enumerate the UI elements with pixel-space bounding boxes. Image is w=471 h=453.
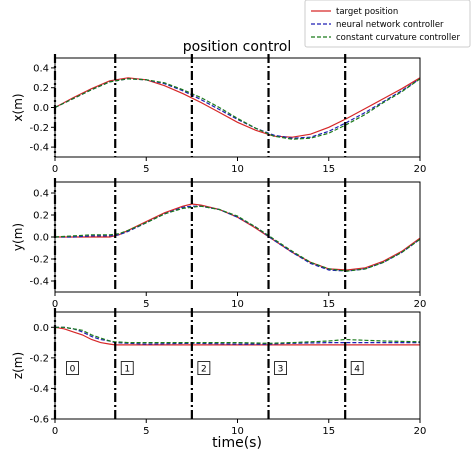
x-tick-label: 5 bbox=[143, 299, 149, 310]
y-tick-label: 0.2 bbox=[33, 83, 49, 94]
legend-label-2: neural network controller bbox=[336, 20, 444, 30]
y-tick-label: 0.4 bbox=[33, 189, 49, 200]
x-tick-label: 0 bbox=[52, 426, 58, 437]
legend-label-1: target position bbox=[336, 7, 398, 17]
series-line-3 bbox=[54, 205, 421, 272]
panel-xm: 0.4 0.2 0.0 -0.2 -0.40 5 10 15 20 x(m) bbox=[11, 54, 426, 175]
segment-marker-box bbox=[350, 361, 364, 375]
y-tick-label: -0.6 bbox=[29, 415, 49, 426]
panel-zm: 0.0-0.2-0.4-0.60 5 10 15 20z(m) bbox=[11, 308, 426, 437]
y-tick-label: -0.4 bbox=[29, 277, 49, 288]
y-axis-label: x(m) bbox=[11, 93, 25, 121]
y-tick-label: -0.2 bbox=[29, 123, 49, 134]
x-tick-label: 10 bbox=[231, 164, 244, 175]
x-tick-label: 15 bbox=[322, 426, 335, 437]
x-tick-label: 0 bbox=[52, 164, 58, 175]
x-tick-label: 5 bbox=[143, 426, 149, 437]
x-tick-label: 20 bbox=[414, 299, 427, 310]
x-tick-label: 20 bbox=[414, 426, 427, 437]
y-tick-label: -0.4 bbox=[29, 384, 49, 395]
segment-marker-box bbox=[274, 361, 287, 375]
y-tick-label: 0.0 bbox=[33, 103, 49, 114]
y-axis-label: y(m) bbox=[11, 223, 25, 251]
series-line-2 bbox=[55, 326, 420, 345]
x-tick-label: 15 bbox=[322, 164, 335, 175]
y-tick-label: 0.0 bbox=[33, 323, 49, 334]
segment-marker-label: 0 bbox=[70, 365, 76, 375]
segment-marker-box bbox=[66, 361, 79, 375]
chart-title: position control bbox=[183, 39, 291, 55]
series-line-3 bbox=[54, 78, 421, 140]
series-line-1 bbox=[55, 203, 421, 271]
x-tick-label: 10 bbox=[231, 426, 244, 437]
x-tick-label: 15 bbox=[322, 299, 335, 310]
axes-frame bbox=[54, 311, 421, 420]
x-axis-label: time(s) bbox=[212, 435, 262, 451]
y-tick-label: -0.2 bbox=[29, 353, 49, 364]
x-tick-label: 0 bbox=[52, 299, 58, 310]
legend-box bbox=[304, 0, 471, 48]
segment-marker-label: 1 bbox=[124, 365, 130, 375]
legend-items: target position neural network controller… bbox=[311, 7, 460, 43]
y-axis-label: z(m) bbox=[11, 352, 25, 379]
segment-marker-label: 4 bbox=[354, 365, 360, 375]
y-tick-label: -0.2 bbox=[29, 255, 49, 266]
axes-frame bbox=[54, 57, 421, 158]
segment-marker-box bbox=[197, 361, 211, 375]
legend-label-3: constant curvature controller bbox=[336, 33, 460, 43]
y-tick-label: -0.4 bbox=[29, 143, 49, 154]
x-tick-label: 10 bbox=[231, 299, 244, 310]
panel-ym: 0.4 0.2 0.0 -0.2 -0.40 5 10 15 20 y(m) bbox=[11, 178, 426, 310]
y-tick-label: 0.2 bbox=[33, 211, 49, 222]
legend: target position neural network controller… bbox=[304, 0, 471, 48]
x-tick-label: 5 bbox=[143, 164, 149, 175]
y-tick-label: 0.0 bbox=[33, 233, 49, 244]
panels-group: 0.40.20.0-0.2-0.40 5 10 15 20x(m)0.40.20.0-0… bbox=[11, 54, 426, 437]
segment-marker-box bbox=[120, 361, 134, 375]
segment-marker-label: 3 bbox=[278, 365, 284, 375]
series-line-3 bbox=[55, 326, 421, 344]
series-line-1 bbox=[54, 77, 421, 138]
segment-marker-label: 2 bbox=[201, 365, 207, 375]
x-tick-label: 20 bbox=[414, 164, 427, 175]
y-tick-label: 0.4 bbox=[33, 63, 49, 74]
